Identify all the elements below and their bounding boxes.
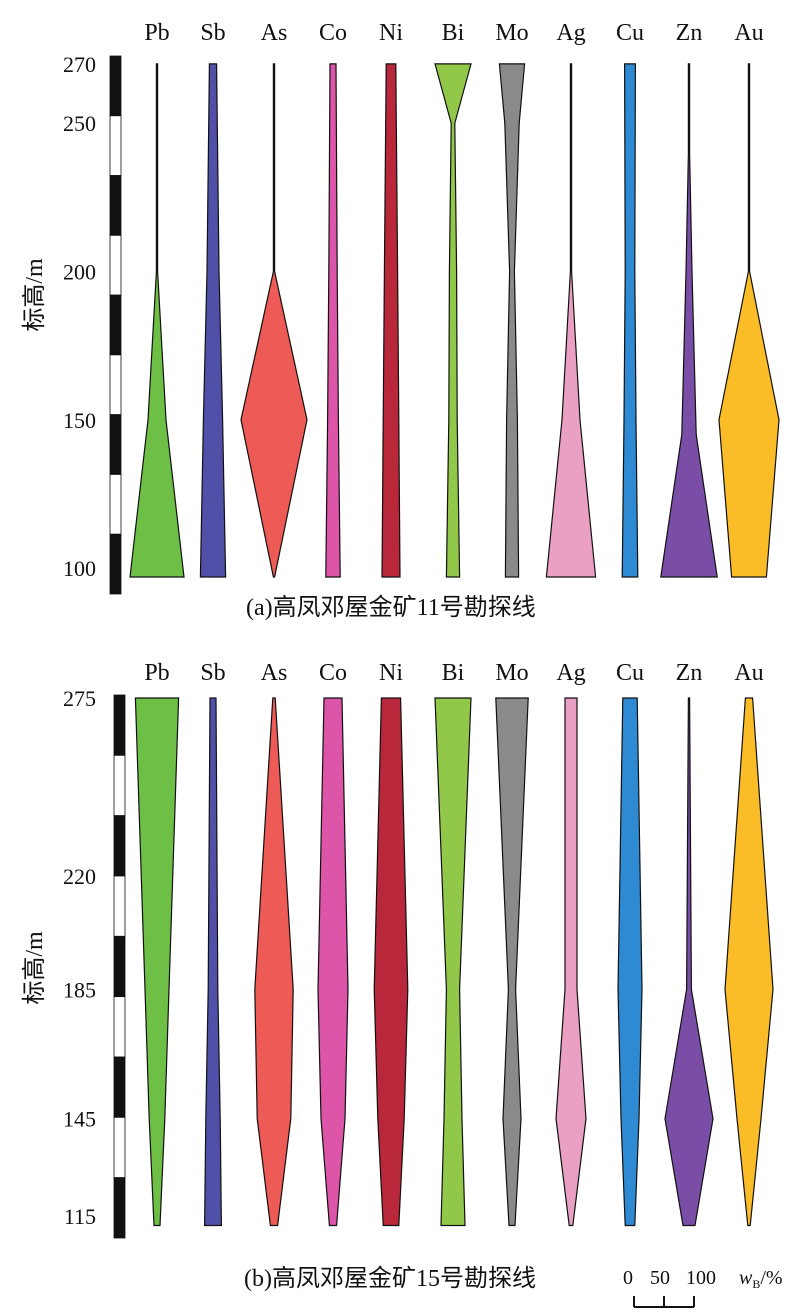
spindle-b-as: [254, 697, 294, 1227]
elevation-bar-segment: [109, 115, 122, 176]
element-label-ag: Ag: [556, 20, 585, 46]
spindle-a-ni: [381, 63, 401, 578]
spindle-a-au: [718, 63, 780, 578]
y-tick-label: 115: [64, 1204, 96, 1229]
spindle-b-mo: [495, 697, 529, 1227]
scale-unit-main: w: [739, 1267, 753, 1289]
elevation-bar-segment: [109, 234, 122, 296]
spindle-b-bi: [434, 697, 472, 1227]
y-tick-label: 185: [63, 977, 96, 1002]
spindle-b-au: [724, 697, 774, 1227]
spindle-a-as: [240, 63, 308, 578]
element-label-pb: Pb: [144, 660, 169, 686]
element-label-au: Au: [734, 20, 763, 46]
elevation-bar-segment: [109, 474, 122, 535]
spindle-a-bi: [434, 63, 472, 578]
element-label-as: As: [261, 20, 288, 46]
elevation-bar-segment: [113, 815, 126, 877]
y-tick-label: 145: [63, 1107, 96, 1132]
panel-b-exploration-line-15: 115 145 185 220 275 标高/m Pb Sb As Co Ni Bi Mo Ag Cu Zn A…: [21, 660, 774, 1292]
spindle-a-zn: [660, 63, 718, 578]
spindle-a-pb: [129, 63, 185, 578]
element-label-sb: Sb: [200, 20, 225, 46]
elevation-bar-segment: [113, 1116, 126, 1179]
elevation-bar-segment: [113, 1056, 126, 1118]
elevation-bar-segment: [113, 1177, 126, 1239]
concentration-scale-bar: 0 50 100 wB/%: [623, 1267, 783, 1308]
y-tick-label: 100: [63, 556, 96, 581]
element-label-mo: Mo: [495, 20, 528, 46]
element-label-sb: Sb: [200, 660, 225, 686]
elevation-bar-segment: [109, 294, 122, 356]
elevation-bar-segment: [113, 694, 126, 756]
element-label-pb: Pb: [144, 20, 169, 46]
panel-caption: (b)高凤邓屋金矿15号勘探线: [244, 1265, 536, 1292]
spindle-a-mo: [498, 63, 526, 578]
element-label-au: Au: [734, 660, 763, 686]
scale-label-0: 0: [623, 1267, 633, 1289]
elevation-bar-segment: [109, 414, 122, 475]
spindle-a-cu: [621, 63, 639, 578]
elevation-bar-segment: [113, 935, 126, 998]
spindle-b-ni: [373, 697, 409, 1227]
element-label-cu: Cu: [616, 20, 644, 46]
spindle-a-ag: [545, 63, 597, 578]
elevation-bar-segment: [109, 175, 122, 236]
elevation-bar-segment: [113, 754, 126, 817]
panel-caption: (a)高凤邓屋金矿11号勘探线: [246, 594, 536, 621]
elevation-bar-segment: [109, 354, 122, 416]
scale-unit-tail: /%: [760, 1267, 782, 1289]
spindle-b-zn: [664, 697, 714, 1227]
scale-label-100: 100: [686, 1267, 716, 1289]
scale-unit-subscript: B: [752, 1277, 760, 1291]
element-label-bi: Bi: [442, 660, 465, 686]
element-label-ni: Ni: [379, 20, 403, 46]
element-label-co: Co: [319, 660, 347, 686]
scale-unit: wB/%: [739, 1267, 783, 1291]
spindle-a-co: [325, 63, 341, 578]
spindle-b-cu: [617, 697, 643, 1227]
element-label-zn: Zn: [676, 20, 703, 46]
spindle-b-co: [317, 697, 349, 1227]
y-tick-label: 220: [63, 864, 96, 889]
y-tick-label: 270: [63, 52, 96, 77]
spindle-b-ag: [555, 697, 587, 1227]
element-label-cu: Cu: [616, 660, 644, 686]
panel-a-exploration-line-11: 100 150 200 250 270 标高/m Pb Sb As Co Ni Bi Mo Ag Cu Zn A…: [21, 20, 780, 621]
element-label-zn: Zn: [676, 660, 703, 686]
elevation-bar-segment: [113, 996, 126, 1058]
element-label-ni: Ni: [379, 660, 403, 686]
y-tick-label: 275: [63, 686, 96, 711]
spindle-b-sb: [203, 697, 223, 1227]
element-label-co: Co: [319, 20, 347, 46]
y-tick-label: 250: [63, 111, 96, 136]
spindle-b-pb: [134, 697, 180, 1227]
y-tick-label: 150: [63, 408, 96, 433]
elevation-bar-segment: [109, 533, 122, 595]
y-tick-label: 200: [63, 260, 96, 285]
element-label-as: As: [261, 660, 288, 686]
element-label-ag: Ag: [556, 660, 585, 686]
scale-label-50: 50: [650, 1267, 670, 1289]
elevation-bar-segment: [113, 875, 126, 937]
elevation-bar-segment: [109, 55, 122, 117]
element-label-mo: Mo: [495, 660, 528, 686]
spindle-a-sb: [199, 63, 227, 578]
element-label-bi: Bi: [442, 20, 465, 46]
y-axis-title: 标高/m: [21, 258, 48, 332]
y-axis-title: 标高/m: [21, 931, 48, 1005]
